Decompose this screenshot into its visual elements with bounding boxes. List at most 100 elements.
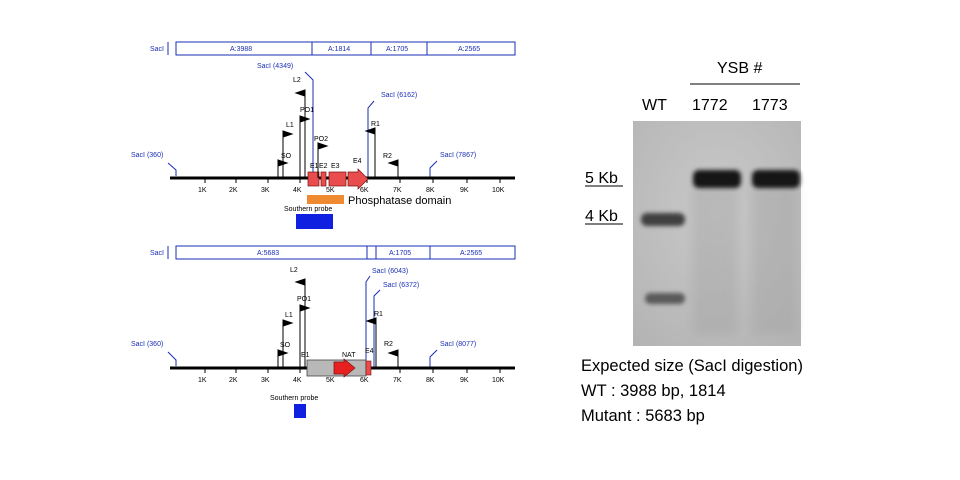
mut-primer-po1-label: PO1 bbox=[297, 296, 311, 303]
mut-header-label: SacI bbox=[150, 250, 164, 257]
wt-tick-8k: 8K bbox=[426, 187, 435, 194]
expected-size-note: Expected size (SacI digestion) WT : 3988… bbox=[581, 354, 803, 429]
primer-l1-label: L1 bbox=[286, 122, 294, 129]
nat-label: NAT bbox=[342, 352, 356, 359]
primer-po1-flag bbox=[299, 115, 311, 123]
primer-r2-flag bbox=[387, 159, 399, 167]
exon-e3 bbox=[328, 171, 347, 187]
blot-group-label: YSB # bbox=[717, 60, 762, 77]
mut-southern-probe bbox=[294, 404, 306, 418]
mut-tick-10k: 10K bbox=[492, 377, 505, 384]
mut-site-6372: SacI (6372) bbox=[383, 282, 419, 289]
mut-primer-l1-flag bbox=[282, 319, 294, 327]
lane-label-wt: WT bbox=[642, 97, 667, 114]
wt-segment-3: A:1705 bbox=[386, 46, 408, 53]
primer-l2-flag bbox=[294, 89, 306, 97]
wt-segment-2: A:1814 bbox=[328, 46, 350, 53]
exon-e2 bbox=[320, 171, 327, 187]
mut-primers: SO L1 L2 PO1 R1 R2 bbox=[277, 267, 399, 368]
wt-probe-label: Southern probe bbox=[284, 206, 332, 213]
primer-so-label: SO bbox=[281, 153, 292, 160]
mut-segment-1: A:5683 bbox=[257, 250, 279, 257]
wt-tick-1k: 1K bbox=[198, 187, 207, 194]
lane-label-1772: 1772 bbox=[692, 97, 728, 114]
wt-segment-4: A:2565 bbox=[458, 46, 480, 53]
mut-primer-so-label: SO bbox=[280, 342, 291, 349]
lane-label-1773: 1773 bbox=[752, 97, 788, 114]
mut-segment-3: A:2565 bbox=[460, 250, 482, 257]
mut-tick-9k: 9K bbox=[460, 377, 469, 384]
band-1772-5kb bbox=[693, 170, 741, 188]
mutant-map: SacI A:5683 A:1705 A:2565 SacI (360) Sac… bbox=[131, 245, 516, 418]
mut-probe-label: Southern probe bbox=[270, 395, 318, 402]
primer-po1-label: PO1 bbox=[300, 107, 314, 114]
mut-segment-2: A:1705 bbox=[389, 250, 411, 257]
wt-tick-9k: 9K bbox=[460, 187, 469, 194]
wt-primers: SO L1 L2 PO1 PO2 R1 R2 bbox=[277, 77, 399, 178]
marker-4kb: 4 Kb bbox=[585, 208, 618, 225]
exon-e3-label: E3 bbox=[331, 163, 340, 170]
mut-tick-2k: 2K bbox=[229, 377, 238, 384]
mut-tick-3k: 3K bbox=[261, 377, 270, 384]
mut-primer-r1-flag bbox=[365, 317, 377, 325]
mut-primer-l2-flag bbox=[294, 278, 306, 286]
mut-exon-e4 bbox=[365, 360, 372, 376]
mut-exon-e4-label: E4 bbox=[365, 348, 374, 355]
expected-wt: WT : 3988 bp, 1814 bbox=[581, 382, 726, 400]
exon-e4-label: E4 bbox=[353, 158, 362, 165]
wt-tick-3k: 3K bbox=[261, 187, 270, 194]
exon-e1 bbox=[307, 171, 320, 187]
mut-primer-l2-label: L2 bbox=[290, 267, 298, 274]
wt-tick-5k: 5K bbox=[326, 187, 335, 194]
mut-site-8077: SacI (8077) bbox=[440, 341, 476, 348]
primer-r2-label: R2 bbox=[383, 153, 392, 160]
band-wt-upper bbox=[641, 213, 685, 226]
mut-site-360: SacI (360) bbox=[131, 341, 163, 348]
mut-tick-8k: 8K bbox=[426, 377, 435, 384]
wt-site-360: SacI (360) bbox=[131, 152, 163, 159]
primer-l1-flag bbox=[282, 130, 294, 138]
wt-tick-10k: 10K bbox=[492, 187, 505, 194]
mut-tick-4k: 4K bbox=[293, 377, 302, 384]
primer-po2-flag bbox=[317, 142, 329, 150]
mut-tick-6k: 6K bbox=[360, 377, 369, 384]
expected-mutant: Mutant : 5683 bp bbox=[581, 407, 705, 425]
primer-l2-label: L2 bbox=[293, 77, 301, 84]
wt-site-7867: SacI (7867) bbox=[440, 152, 476, 159]
mut-primer-po1-flag bbox=[299, 304, 311, 312]
mut-tick-5k: 5K bbox=[326, 377, 335, 384]
wt-tick-2k: 2K bbox=[229, 187, 238, 194]
mut-tick-7k: 7K bbox=[393, 377, 402, 384]
mut-primer-r2-label: R2 bbox=[384, 341, 393, 348]
phosphatase-domain-label: Phosphatase domain bbox=[348, 195, 451, 207]
expected-title: Expected size (SacI digestion) bbox=[581, 357, 803, 375]
exon-e4-arrow bbox=[347, 168, 369, 190]
wt-site-6162: SacI (6162) bbox=[381, 92, 417, 99]
mut-primer-l1-label: L1 bbox=[285, 312, 293, 319]
wt-southern-probe bbox=[296, 214, 333, 229]
mut-ticks: 1K 2K 3K 4K 5K 6K 7K 8K 9K 10K bbox=[198, 368, 505, 384]
wt-tick-7k: 7K bbox=[393, 187, 402, 194]
wt-map: SacI A:3988 A:1814 A:1705 A:2565 SacI (3… bbox=[131, 41, 516, 229]
wt-segment-1: A:3988 bbox=[230, 46, 252, 53]
mut-tick-1k: 1K bbox=[198, 377, 207, 384]
phosphatase-domain-bar bbox=[307, 195, 344, 204]
wt-exons: E1 E2 E3 E4 bbox=[307, 158, 369, 190]
primer-po2-label: PO2 bbox=[314, 136, 328, 143]
mut-primer-r1-label: R1 bbox=[374, 311, 383, 318]
band-1773-5kb bbox=[752, 170, 800, 188]
marker-5kb: 5 Kb bbox=[585, 170, 618, 187]
wt-header-bar bbox=[175, 41, 516, 56]
wt-site-4349: SacI (4349) bbox=[257, 63, 293, 70]
wt-header-label: SacI bbox=[150, 46, 164, 53]
exon-e2-label: E2 bbox=[319, 163, 328, 170]
primer-r1-flag bbox=[364, 127, 376, 135]
wt-tick-4k: 4K bbox=[293, 187, 302, 194]
exon-e1-label: E1 bbox=[310, 163, 319, 170]
southern-blot: YSB # WT 1772 1773 5 Kb 4 Kb bbox=[585, 60, 801, 346]
mut-primer-r2-flag bbox=[387, 349, 399, 357]
primer-r1-label: R1 bbox=[371, 121, 380, 128]
mut-site-6043: SacI (6043) bbox=[372, 268, 408, 275]
nat-marker-arrow bbox=[333, 358, 356, 378]
